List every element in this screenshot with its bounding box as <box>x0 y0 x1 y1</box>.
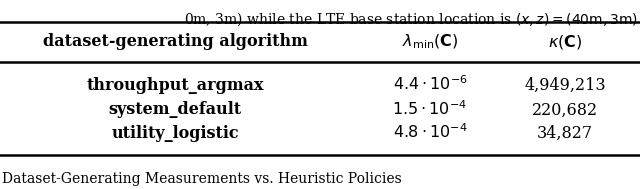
Text: dataset-generating algorithm: dataset-generating algorithm <box>43 33 307 50</box>
Text: 4,949,213: 4,949,213 <box>524 77 606 94</box>
Text: 34,827: 34,827 <box>537 125 593 142</box>
Text: 0m, 3m) while the LTE base station location is $(x, z) = (40\mathrm{m}, 3\mathrm: 0m, 3m) while the LTE base station locat… <box>184 10 638 28</box>
Text: $\lambda_{\min}(\mathbf{C})$: $\lambda_{\min}(\mathbf{C})$ <box>402 33 458 51</box>
Text: utility_logistic: utility_logistic <box>111 125 239 142</box>
Text: system_default: system_default <box>108 101 241 119</box>
Text: $1.5 \cdot 10^{-4}$: $1.5 \cdot 10^{-4}$ <box>392 101 468 119</box>
Text: 220,682: 220,682 <box>532 101 598 119</box>
Text: Dataset-Generating Measurements vs. Heuristic Policies: Dataset-Generating Measurements vs. Heur… <box>2 172 402 186</box>
Text: $4.8 \cdot 10^{-4}$: $4.8 \cdot 10^{-4}$ <box>392 124 467 142</box>
Text: $\kappa(\mathbf{C})$: $\kappa(\mathbf{C})$ <box>548 33 582 51</box>
Text: $4.4 \cdot 10^{-6}$: $4.4 \cdot 10^{-6}$ <box>392 76 467 94</box>
Text: throughput_argmax: throughput_argmax <box>86 77 264 94</box>
